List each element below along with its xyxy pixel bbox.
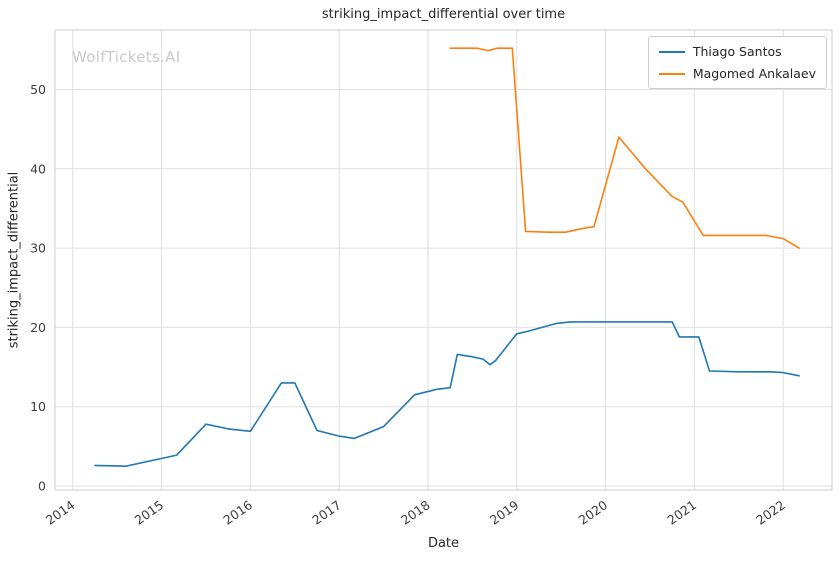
x-tick-label: 2017	[309, 497, 344, 528]
legend-line-swatch	[658, 50, 685, 53]
legend-item-magomed-ankalaev: Magomed Ankalaev	[658, 66, 816, 81]
plot-background	[55, 30, 832, 490]
legend-item-thiago-santos: Thiago Santos	[658, 44, 816, 59]
plot-border	[54, 29, 833, 491]
y-tick-label: 0	[38, 479, 46, 494]
y-axis-label: striking_impact_differential	[6, 171, 22, 349]
y-tick-label: 20	[30, 320, 46, 335]
x-tick-label: 2015	[132, 497, 167, 528]
x-axis-label: Date	[427, 536, 460, 551]
x-tick-label: 2016	[220, 497, 255, 528]
x-tick-label: 2019	[487, 497, 522, 528]
x-tick-label: 2018	[398, 497, 433, 528]
legend-label: Thiago Santos	[692, 44, 782, 59]
chart-title: striking_impact_differential over time	[321, 7, 566, 22]
y-tick-label: 50	[30, 82, 46, 97]
x-tick-label: 2021	[664, 497, 699, 528]
watermark: WolfTickets.AI	[72, 48, 181, 66]
legend-line-swatch	[658, 72, 685, 75]
legend: Thiago Santos Magomed Ankalaev	[647, 36, 827, 89]
x-tick-label: 2014	[43, 497, 78, 528]
y-tick-label: 30	[30, 241, 46, 256]
x-tick-label: 2020	[576, 497, 611, 528]
y-tick-label: 40	[30, 161, 46, 176]
x-tick-label: 2022	[753, 497, 788, 528]
series-line-magomed-ankalaev	[449, 47, 800, 249]
legend-label: Magomed Ankalaev	[692, 66, 816, 81]
y-tick-label: 10	[30, 399, 46, 414]
series-line-thiago-santos	[94, 321, 800, 468]
